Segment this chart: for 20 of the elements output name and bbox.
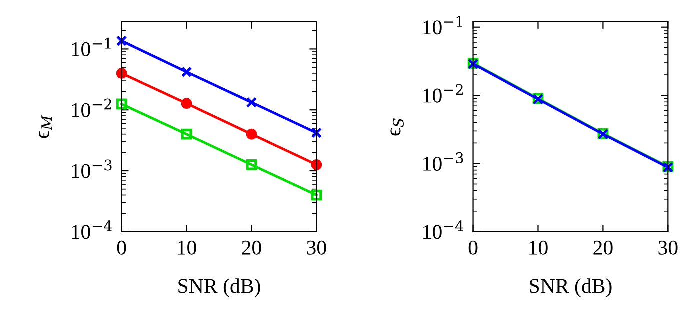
y-tick-label: 10$^{−4}$: [424, 220, 464, 240]
y-axis-title: ϵ$_{M}$: [39, 115, 52, 138]
y-tick-label: 10$^{−1}$: [424, 16, 462, 35]
y-tick-label: 10$^{−2}$: [424, 84, 463, 103]
x-tick-label: 30: [307, 240, 326, 255]
x-tick-label: 0: [117, 240, 126, 255]
y-tick-label: 10$^{−3}$: [72, 160, 112, 178]
x-tick-label: 20: [594, 240, 613, 255]
x-tick-label: 30: [658, 240, 678, 255]
x-axis-title: SNR (dB): [530, 278, 612, 298]
y-tick-label: 10$^{−2}$: [72, 98, 112, 118]
x-tick-label: 10: [178, 240, 196, 255]
y-tick-label: 10$^{−3}$: [424, 152, 464, 172]
x-tick-label: 10: [530, 240, 548, 255]
y-tick-label: 10$^{−4}$: [72, 220, 112, 240]
x-tick-label: 0: [468, 240, 478, 255]
y-axis-title: ϵ$_{S}$: [390, 118, 404, 136]
x-tick-label: 20: [242, 240, 262, 255]
x-axis-title: SNR (dB): [178, 278, 260, 298]
y-tick-label: 10$^{−1}$: [72, 38, 111, 56]
